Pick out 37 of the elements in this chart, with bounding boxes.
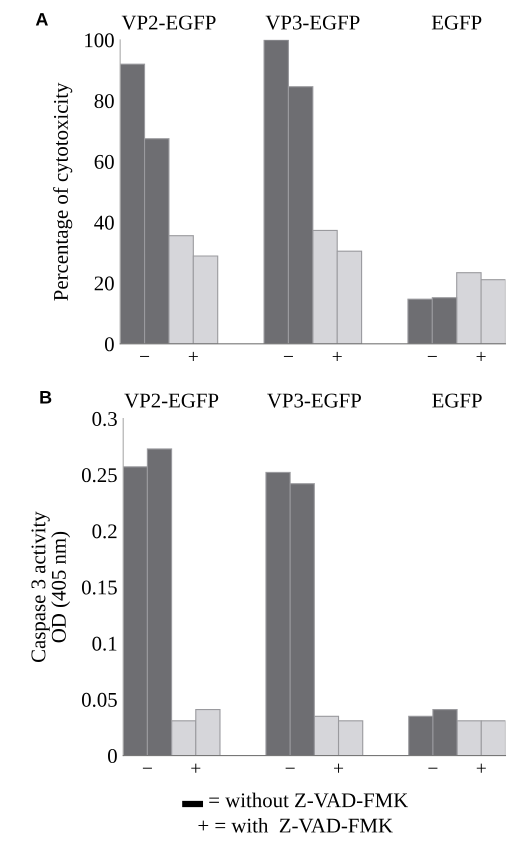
x-tick-label: + bbox=[476, 764, 486, 773]
x-tick-label: + bbox=[332, 352, 342, 361]
y-axis-title: Percentage of cytotoxicity bbox=[53, 82, 72, 301]
y-tick-label: 0.3 bbox=[92, 412, 117, 426]
x-tick-label: − bbox=[142, 768, 152, 769]
x-tick-label: + bbox=[476, 352, 486, 361]
x-tick-label: + bbox=[334, 764, 344, 773]
y-tick-label: 0 bbox=[108, 748, 117, 764]
x-tick-label: − bbox=[284, 356, 293, 357]
text: EGFP bbox=[432, 394, 482, 408]
text: VP2-EGFP bbox=[124, 394, 218, 408]
y-tick-label: 60 bbox=[94, 154, 114, 169]
x-tick-label: − bbox=[286, 768, 295, 769]
text: VP3-EGFP bbox=[266, 16, 360, 30]
text: VP2-EGFP bbox=[122, 16, 216, 30]
text: VP3-EGFP bbox=[267, 394, 361, 408]
y-axis-title: Caspase 3 activity OD (405 nm) bbox=[31, 511, 70, 662]
x-tick-label: − bbox=[428, 356, 437, 357]
x-tick-label: + bbox=[191, 764, 200, 773]
y-tick-label: 0.1 bbox=[92, 636, 116, 651]
y-tick-label: 0.2 bbox=[92, 524, 116, 538]
y-tick-label: 40 bbox=[94, 216, 114, 230]
y-tick-label: 0.05 bbox=[82, 692, 117, 707]
y-tick-label: 80 bbox=[94, 94, 114, 108]
y-tick-label: 0.15 bbox=[82, 580, 117, 595]
text: ▬ = without Z-VAD-FMK bbox=[182, 792, 408, 808]
chart-title: B bbox=[40, 391, 52, 404]
x-tick-label: + bbox=[188, 352, 198, 361]
x-tick-label: − bbox=[428, 768, 438, 769]
y-tick-label: 0.25 bbox=[82, 468, 117, 482]
chart-title: A bbox=[36, 13, 48, 26]
y-tick-label: 20 bbox=[94, 276, 114, 290]
text: + = with Z-VAD-FMK bbox=[198, 818, 393, 833]
y-tick-label: 0 bbox=[104, 337, 114, 352]
x-tick-label: − bbox=[140, 356, 150, 357]
y-tick-label: 100 bbox=[85, 33, 114, 48]
text: EGFP bbox=[432, 16, 482, 30]
